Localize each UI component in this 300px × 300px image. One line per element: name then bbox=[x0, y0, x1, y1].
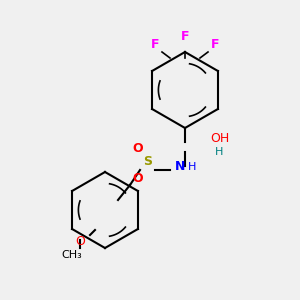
Text: F: F bbox=[151, 38, 159, 51]
Text: F: F bbox=[211, 38, 219, 51]
Text: F: F bbox=[181, 30, 189, 43]
Text: CH₃: CH₃ bbox=[61, 250, 82, 260]
Text: H: H bbox=[188, 162, 196, 172]
Text: N: N bbox=[175, 160, 185, 173]
Text: O: O bbox=[133, 172, 143, 185]
Text: OH: OH bbox=[210, 132, 229, 145]
Text: H: H bbox=[215, 147, 224, 157]
Text: O: O bbox=[75, 235, 85, 248]
Text: S: S bbox=[143, 155, 152, 168]
Text: O: O bbox=[133, 142, 143, 155]
